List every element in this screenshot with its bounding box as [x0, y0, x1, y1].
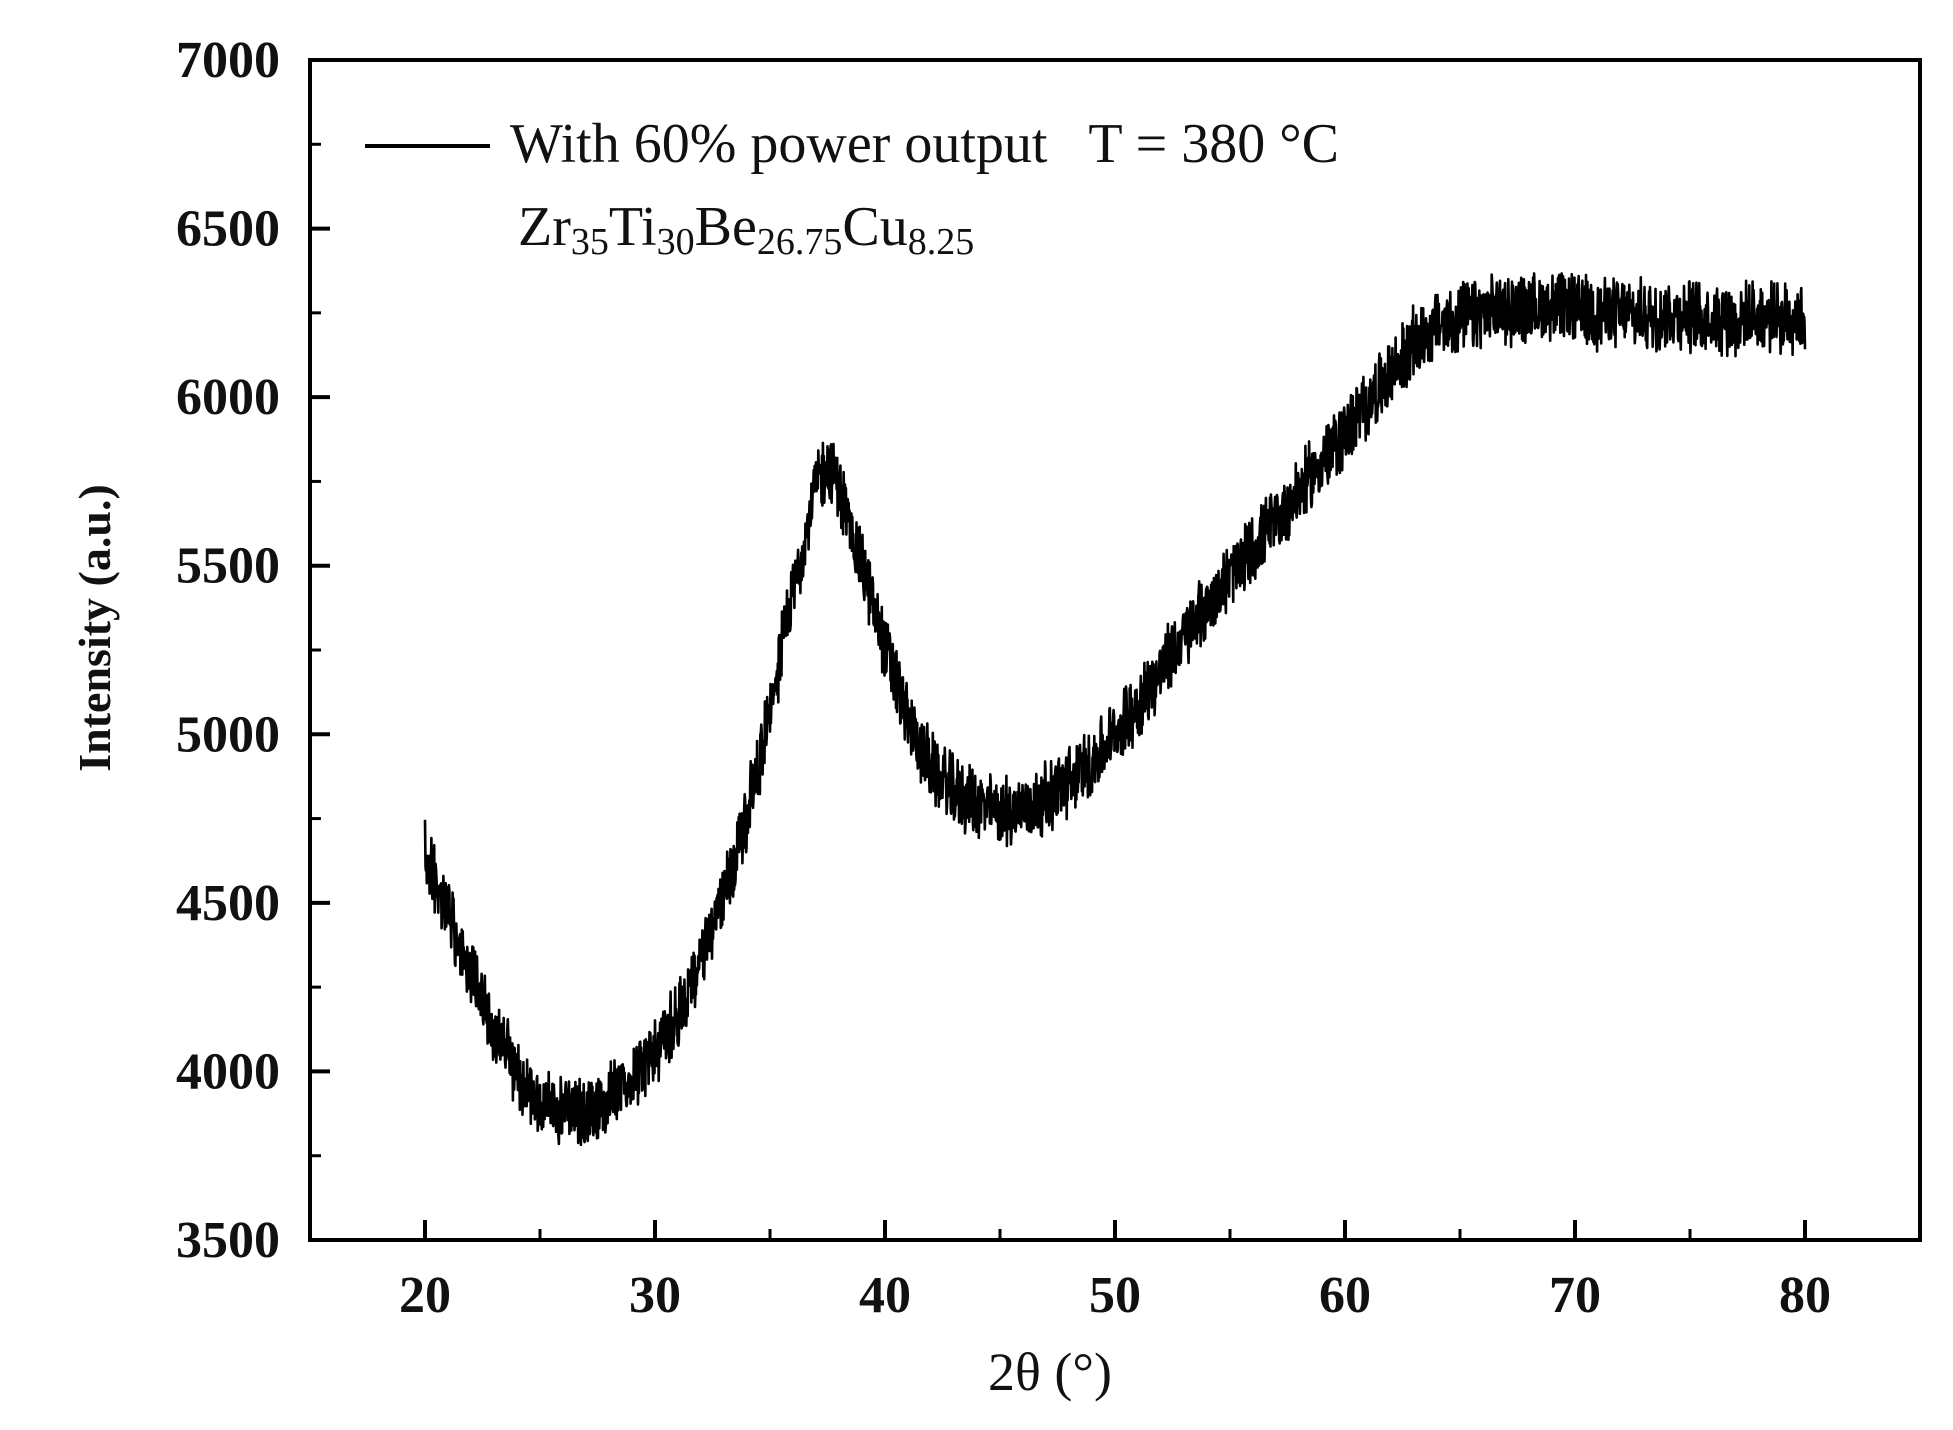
x-tick-label: 40 [859, 1267, 911, 1324]
series-line [423, 272, 1807, 1146]
legend: With 60% power output T = 380 °C [365, 113, 1339, 175]
y-axis-ticks: 3500 4000 4500 5000 5500 6000 6500 7000 [176, 32, 330, 1269]
composition-element: Zr [518, 196, 571, 258]
composition-element: Cu [842, 196, 907, 258]
x-axis-title: 2θ (°) [988, 1342, 1112, 1402]
x-tick-label: 30 [629, 1267, 681, 1324]
x-tick-label: 60 [1319, 1267, 1371, 1324]
y-tick-label: 4000 [176, 1043, 280, 1100]
y-tick-label: 7000 [176, 32, 280, 89]
x-tick-label: 70 [1549, 1267, 1601, 1324]
y-tick-label: 6000 [176, 369, 280, 426]
y-axis-title: Intensity (a.u.) [69, 484, 120, 772]
composition-element: Ti [609, 196, 657, 258]
composition-label: Zr35Ti30Be26.75Cu8.25 [518, 196, 974, 263]
y-tick-label: 5000 [176, 706, 280, 763]
legend-label: With 60% power output T = 380 °C [510, 113, 1339, 175]
x-axis-ticks: 20 30 40 50 60 70 80 [308, 1220, 1922, 1324]
y-tick-label: 5500 [176, 538, 280, 595]
x-tick-label: 50 [1089, 1267, 1141, 1324]
composition-element: Be [695, 196, 757, 258]
y-tick-label: 6500 [176, 201, 280, 258]
x-tick-label: 80 [1779, 1267, 1831, 1324]
y-tick-label: 4500 [176, 875, 280, 932]
composition-subscript: 35 [571, 221, 609, 263]
series-layer [423, 272, 1807, 1146]
composition-subscript: 30 [657, 221, 695, 263]
x-tick-label: 20 [399, 1267, 451, 1324]
y-tick-label: 3500 [176, 1212, 280, 1269]
composition-subscript: 26.75 [757, 221, 843, 263]
composition-subscript: 8.25 [908, 221, 975, 263]
